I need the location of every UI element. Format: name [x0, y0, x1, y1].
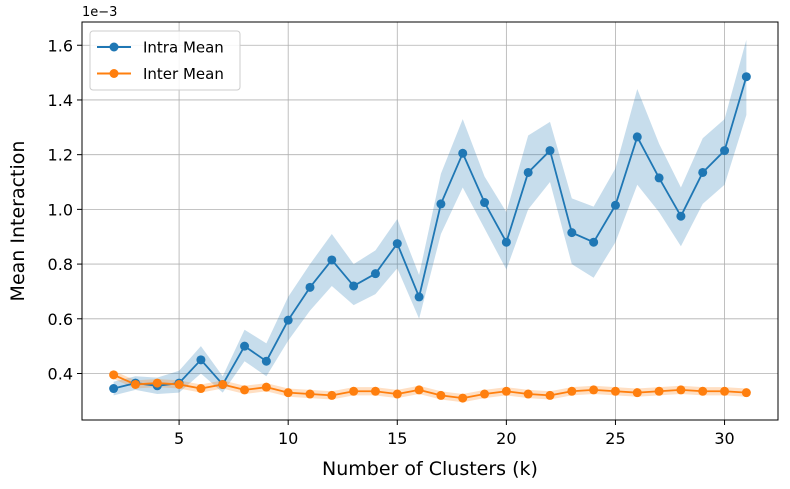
legend-label: Intra Mean [143, 39, 224, 57]
x-tick-label: 10 [278, 429, 298, 448]
inter-mean-point [218, 379, 228, 389]
inter-mean-point [152, 378, 162, 388]
inter-mean-point [240, 385, 250, 395]
inter-mean-point [349, 386, 359, 396]
inter-mean-point [130, 379, 140, 389]
inter-mean-point [698, 386, 708, 396]
intra-mean-point [610, 200, 620, 210]
y-tick-label: 1.0 [48, 200, 73, 219]
inter-mean-point [414, 385, 424, 395]
axis-ticks: 5 10 15 20 25 30 0.4 0.6 0.8 1.0 1.2 1.4 1.6 [48, 36, 735, 448]
intra-mean-point [436, 199, 446, 209]
inter-mean-point [196, 384, 206, 394]
inter-mean-point [545, 390, 555, 400]
inter-mean-point [480, 389, 490, 399]
inter-mean-point [458, 393, 468, 403]
intra-mean-point [283, 315, 293, 325]
inter-mean-point [720, 386, 730, 396]
plot-frame [81, 21, 779, 421]
intra-mean-point [305, 282, 315, 292]
inter-mean-point [392, 389, 402, 399]
x-tick-label: 20 [496, 429, 516, 448]
legend-box [89, 30, 241, 91]
inter-mean-point [632, 388, 642, 398]
confidence-bands [113, 39, 747, 403]
inter-mean-point [676, 385, 686, 395]
intra-mean-point [567, 228, 577, 238]
y-tick-label: 1.6 [48, 36, 73, 55]
y-tick-label: 1.4 [48, 91, 73, 110]
intra-mean-point [654, 173, 664, 183]
x-axis-title: Number of Clusters (k) [322, 458, 538, 480]
legend-swatch-marker [109, 42, 119, 52]
y-tick-label: 0.4 [48, 364, 73, 383]
intra-mean-point [545, 146, 555, 156]
intra-mean-point [589, 237, 599, 247]
inter-mean-point [654, 386, 664, 396]
intra-mean-point [196, 355, 206, 365]
x-tick-label: 25 [605, 429, 625, 448]
intra-mean-band [113, 39, 747, 396]
inter-mean-point [589, 385, 599, 395]
inter-mean-point [370, 386, 380, 396]
y-tick-label: 1.2 [48, 146, 73, 165]
intra-mean-point [349, 281, 359, 291]
inter-mean-point [261, 382, 271, 392]
intra-mean-point [720, 146, 730, 156]
legend-label: Inter Mean [143, 65, 224, 83]
intra-mean-point [632, 132, 642, 142]
inter-mean-point [741, 388, 751, 398]
grid [82, 22, 778, 420]
y-tick-label: 0.6 [48, 310, 73, 329]
inter-mean-point [283, 388, 293, 398]
intra-mean-point [741, 72, 751, 82]
inter-mean-point [523, 389, 533, 399]
intra-mean-point [392, 239, 402, 249]
inter-mean-point [436, 390, 446, 400]
inter-mean-point [567, 386, 577, 396]
intra-mean-point [261, 356, 271, 366]
x-tick-label: 5 [174, 429, 184, 448]
y-axis-title: Mean Interaction [7, 141, 29, 302]
intra-mean-point [523, 167, 533, 177]
intra-mean-point [698, 167, 708, 177]
x-tick-label: 30 [714, 429, 734, 448]
intra-mean-point [480, 198, 490, 208]
inter-mean-point [610, 386, 620, 396]
intra-mean-point [501, 237, 511, 247]
inter-mean-band [113, 370, 747, 403]
intra-mean-point [240, 341, 250, 351]
inter-mean-point [109, 370, 119, 380]
intra-mean-point [370, 269, 380, 279]
series-markers [109, 72, 751, 403]
intra-mean-point [109, 384, 119, 394]
y-tick-label: 0.8 [48, 255, 73, 274]
legend-item-intra-mean: Intra Mean [97, 39, 224, 57]
y-offset-label: 1e−3 [82, 5, 117, 20]
intra-mean-point [414, 292, 424, 302]
inter-mean-point [305, 389, 315, 399]
inter-mean-point [174, 379, 184, 389]
legend-swatch-marker [109, 69, 119, 78]
inter-mean-point [327, 390, 337, 400]
intra-mean-point [327, 255, 337, 265]
intra-mean-line [113, 76, 748, 390]
legend-item-inter-mean: Inter Mean [97, 65, 224, 83]
inter-mean-point [501, 386, 511, 396]
legend: Intra Mean Inter Mean [89, 30, 241, 91]
x-tick-label: 15 [387, 429, 407, 448]
intra-mean-point [458, 148, 468, 158]
intra-mean-point [676, 211, 686, 221]
